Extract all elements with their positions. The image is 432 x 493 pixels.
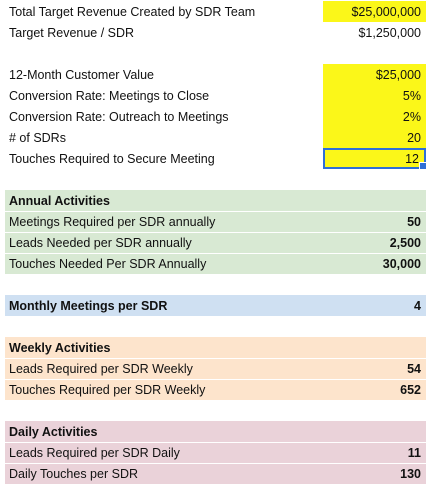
- touches-required-cell[interactable]: 12: [323, 148, 427, 170]
- row-touches-required: Touches Required to Secure Meeting 12: [5, 148, 427, 170]
- daily-activities-title: Daily Activities: [9, 424, 98, 439]
- row-weekly-touches: Touches Required per SDR Weekly 652: [5, 379, 426, 400]
- row-weekly-leads: Leads Required per SDR Weekly 54: [5, 358, 426, 379]
- annual-activities-title: Annual Activities: [9, 193, 110, 208]
- conv-meetings-close-cell[interactable]: 5%: [323, 85, 426, 106]
- grid-line: [5, 379, 426, 380]
- weekly-activities-section: [5, 337, 426, 400]
- weekly-touches-label: Touches Required per SDR Weekly: [9, 382, 206, 397]
- annual-meetings-label: Meetings Required per SDR annually: [9, 214, 216, 229]
- weekly-activities-title: Weekly Activities: [9, 340, 111, 355]
- row-num-sdrs: # of SDRs 20: [5, 127, 426, 148]
- row-customer-value: 12-Month Customer Value $25,000: [5, 64, 426, 85]
- num-sdrs-label: # of SDRs: [9, 130, 66, 145]
- customer-value-label: 12-Month Customer Value: [9, 67, 154, 82]
- grid-line: [5, 232, 426, 233]
- row-conv-meetings-close: Conversion Rate: Meetings to Close 5%: [5, 85, 426, 106]
- monthly-section: [5, 295, 426, 316]
- row-daily-touches: Daily Touches per SDR 130: [5, 463, 426, 484]
- target-revenue-per-sdr-label: Target Revenue / SDR: [9, 25, 135, 40]
- fill-handle[interactable]: [419, 162, 427, 170]
- daily-leads-cell[interactable]: 11: [407, 445, 421, 460]
- touches-required-value: 12: [405, 151, 419, 166]
- grid-line: [5, 211, 426, 212]
- row-total-target-revenue: Total Target Revenue Created by SDR Team…: [5, 1, 426, 22]
- row-target-revenue-per-sdr: Target Revenue / SDR $1,250,000: [5, 22, 426, 43]
- daily-activities-section: [5, 421, 426, 484]
- num-sdrs-cell[interactable]: 20: [323, 127, 426, 148]
- target-revenue-per-sdr-cell[interactable]: $1,250,000: [358, 25, 421, 40]
- weekly-leads-cell[interactable]: 54: [407, 361, 421, 376]
- row-annual-meetings: Meetings Required per SDR annually 50: [5, 211, 426, 232]
- touches-required-label: Touches Required to Secure Meeting: [9, 151, 215, 166]
- weekly-leads-label: Leads Required per SDR Weekly: [9, 361, 193, 376]
- total-target-revenue-label: Total Target Revenue Created by SDR Team: [9, 4, 256, 19]
- grid-line: [5, 358, 426, 359]
- daily-touches-label: Daily Touches per SDR: [9, 466, 138, 481]
- total-target-revenue-cell[interactable]: $25,000,000: [323, 1, 426, 22]
- annual-touches-label: Touches Needed Per SDR Annually: [9, 256, 207, 271]
- grid-line: [5, 463, 426, 464]
- weekly-touches-cell[interactable]: 652: [400, 382, 421, 397]
- row-conv-outreach-meetings: Conversion Rate: Outreach to Meetings 2%: [5, 106, 426, 127]
- row-annual-touches: Touches Needed Per SDR Annually 30,000: [5, 253, 426, 274]
- annual-activities-header: Annual Activities: [5, 190, 426, 211]
- conv-outreach-meetings-cell[interactable]: 2%: [323, 106, 426, 127]
- customer-value-cell[interactable]: $25,000: [323, 64, 426, 85]
- monthly-meetings-label: Monthly Meetings per SDR: [9, 298, 168, 313]
- grid-line: [5, 442, 426, 443]
- daily-leads-label: Leads Required per SDR Daily: [9, 445, 180, 460]
- daily-activities-header: Daily Activities: [5, 421, 426, 442]
- row-monthly-meetings: Monthly Meetings per SDR 4: [5, 295, 426, 316]
- annual-meetings-cell[interactable]: 50: [407, 214, 421, 229]
- annual-touches-cell[interactable]: 30,000: [382, 256, 421, 271]
- grid-line: [5, 253, 426, 254]
- annual-leads-cell[interactable]: 2,500: [389, 235, 421, 250]
- conv-outreach-meetings-label: Conversion Rate: Outreach to Meetings: [9, 109, 229, 124]
- conv-meetings-close-label: Conversion Rate: Meetings to Close: [9, 88, 210, 103]
- row-daily-leads: Leads Required per SDR Daily 11: [5, 442, 426, 463]
- row-annual-leads: Leads Needed per SDR annually 2,500: [5, 232, 426, 253]
- daily-touches-cell[interactable]: 130: [400, 466, 421, 481]
- weekly-activities-header: Weekly Activities: [5, 337, 426, 358]
- annual-leads-label: Leads Needed per SDR annually: [9, 235, 192, 250]
- monthly-meetings-cell[interactable]: 4: [414, 298, 421, 313]
